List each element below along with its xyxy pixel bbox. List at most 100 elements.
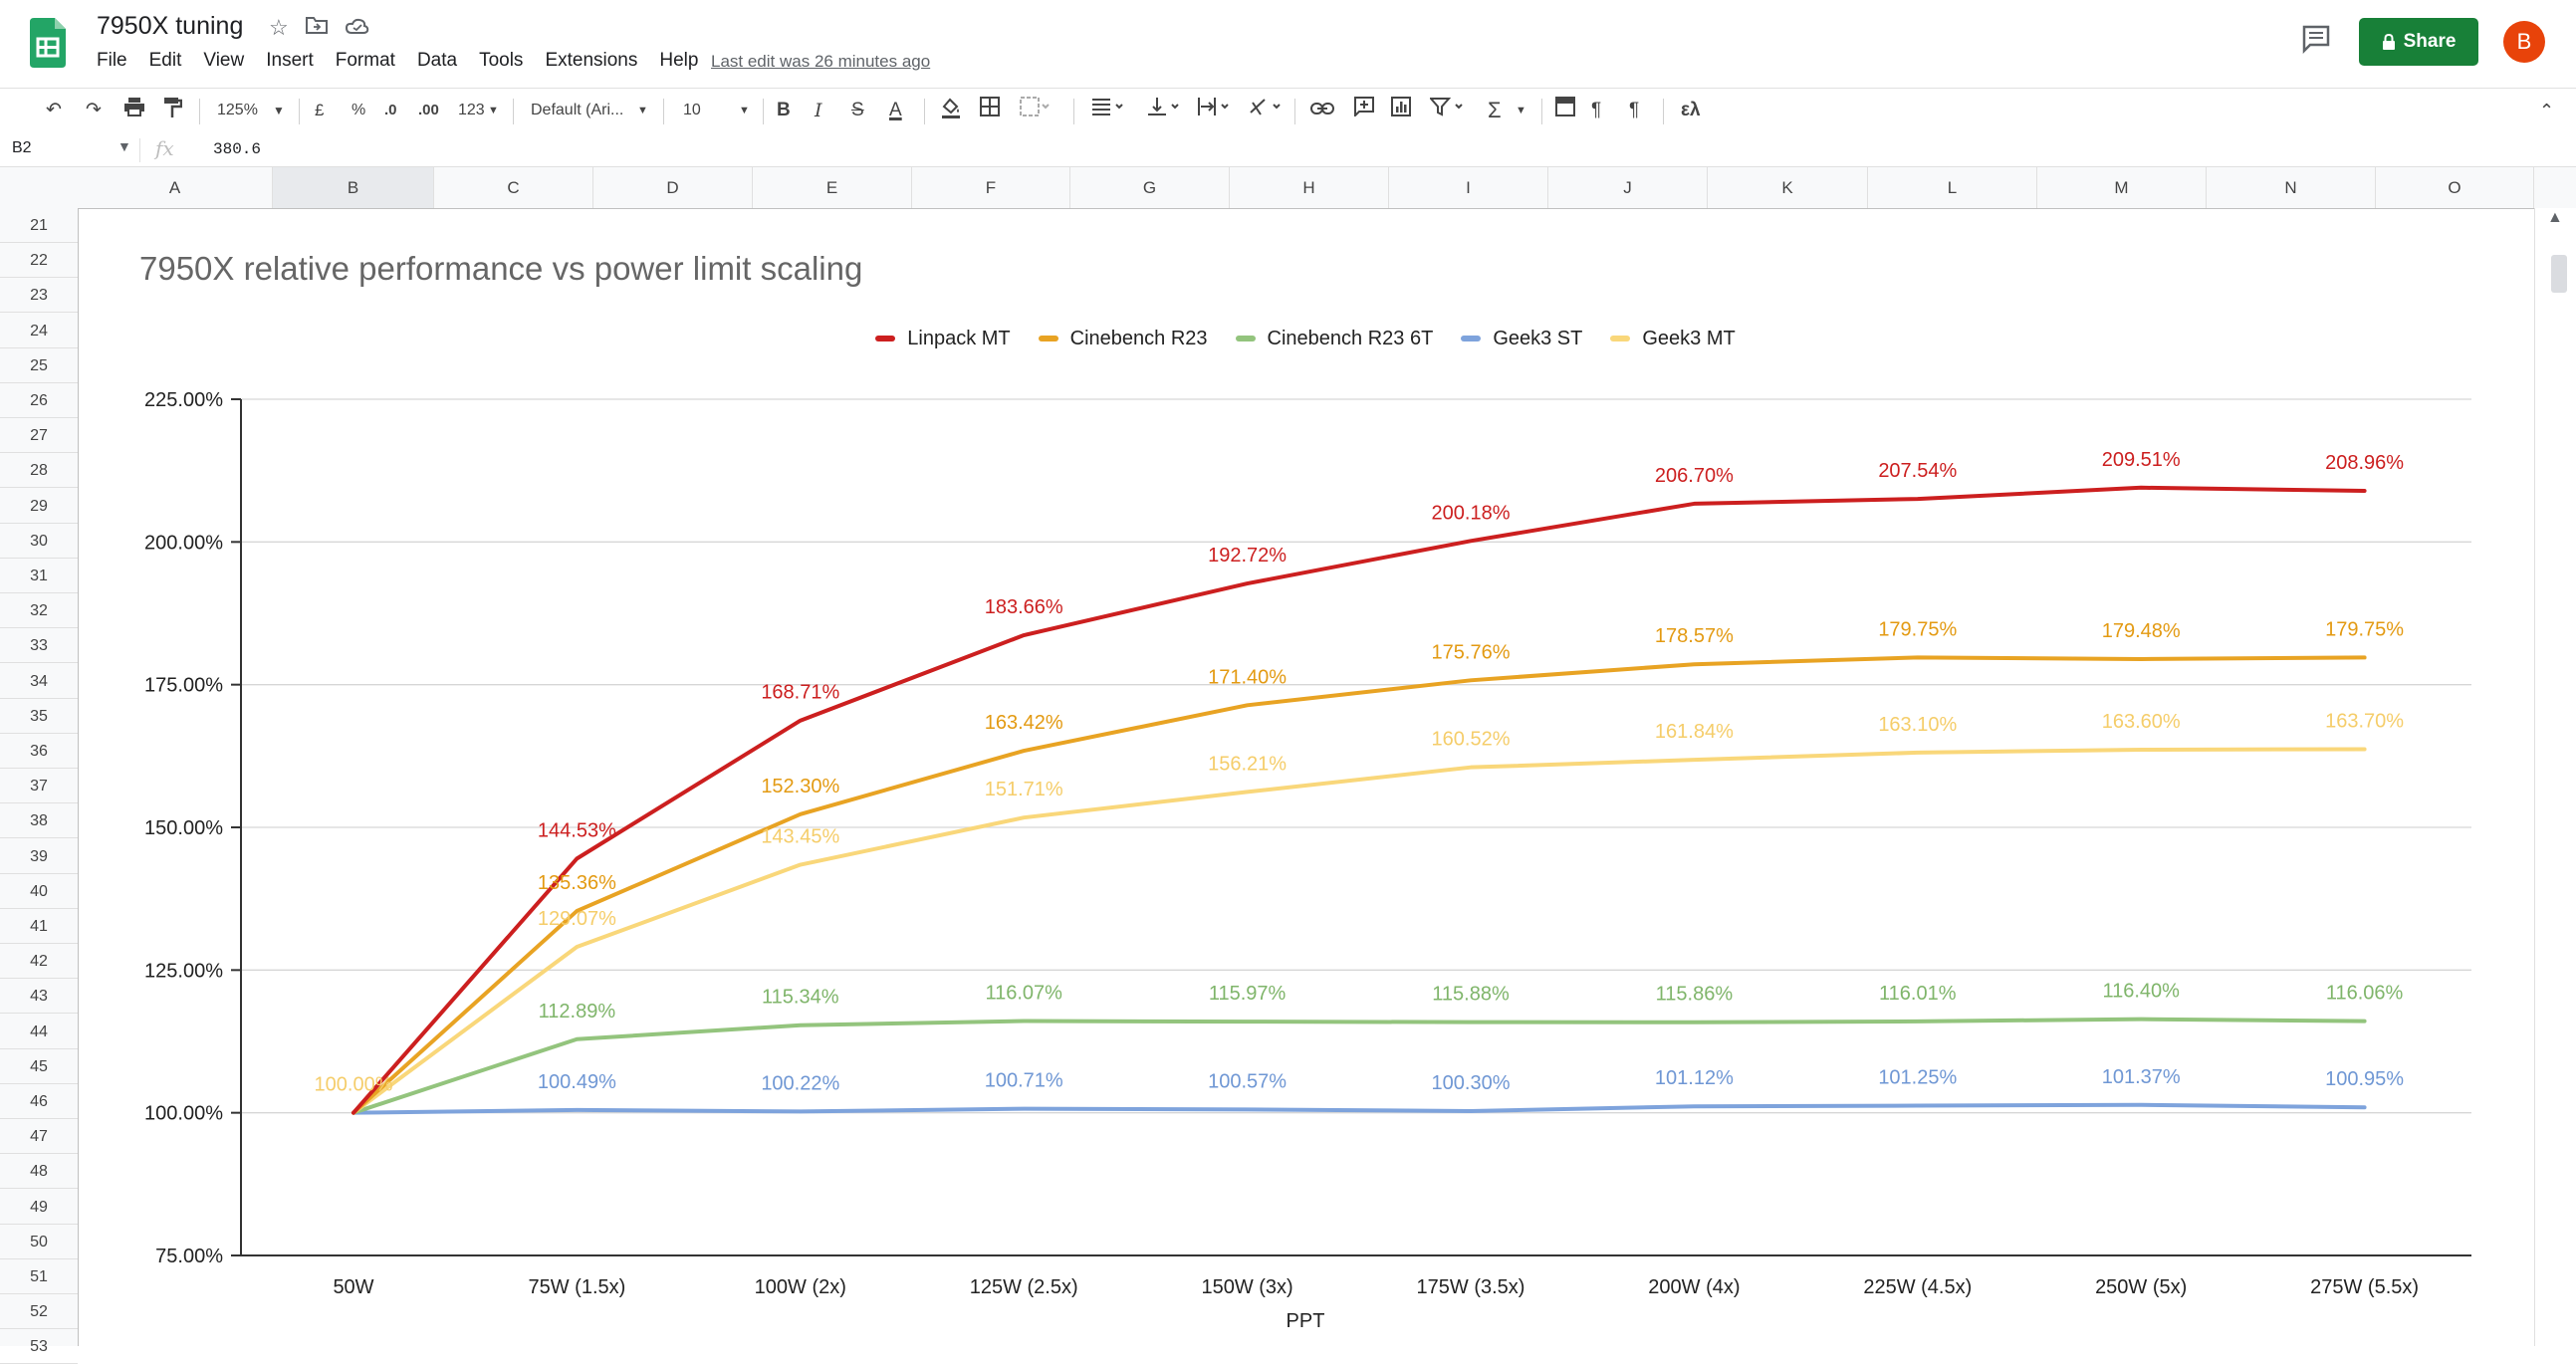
star-icon[interactable]: ☆	[269, 15, 289, 40]
cloud-status-icon[interactable]	[345, 15, 369, 41]
merge-cells-icon[interactable]	[1020, 97, 1050, 124]
increase-decimal-button[interactable]: .00	[418, 102, 439, 118]
legend-item[interactable]: Geek3 ST	[1461, 328, 1582, 350]
bold-button[interactable]: B	[777, 100, 791, 120]
row-header-25[interactable]: 25	[0, 348, 78, 383]
row-header-53[interactable]: 53	[0, 1329, 78, 1364]
filter-icon[interactable]	[1428, 97, 1466, 124]
column-header-c[interactable]: C	[434, 167, 593, 208]
vertical-align-icon[interactable]	[1147, 97, 1181, 124]
row-header-35[interactable]: 35	[0, 699, 78, 734]
text-rotation-icon[interactable]	[1249, 97, 1283, 124]
share-button[interactable]: Share	[2359, 18, 2478, 66]
row-header-43[interactable]: 43	[0, 979, 78, 1014]
row-header-52[interactable]: 52	[0, 1294, 78, 1329]
font-family-dropdown-icon[interactable]: ▼	[637, 105, 648, 116]
account-avatar[interactable]: B	[2503, 21, 2545, 63]
row-header-47[interactable]: 47	[0, 1119, 78, 1154]
column-header-o[interactable]: O	[2376, 167, 2534, 208]
row-header-26[interactable]: 26	[0, 383, 78, 418]
embedded-chart[interactable]: 7950X relative performance vs power limi…	[82, 212, 2529, 1346]
print-icon[interactable]	[123, 97, 145, 124]
formula-input[interactable]: 380.6	[213, 140, 262, 158]
ltr-text-icon[interactable]: ¶	[1591, 100, 1602, 120]
redo-icon[interactable]: ↷	[86, 100, 102, 120]
column-header-l[interactable]: L	[1868, 167, 2037, 208]
borders-icon[interactable]	[980, 97, 1000, 124]
menu-format[interactable]: Format	[335, 50, 395, 71]
column-header-b[interactable]: B	[273, 167, 434, 208]
legend-item[interactable]: Geek3 MT	[1610, 328, 1736, 350]
text-wrapping-icon[interactable]	[1197, 97, 1231, 124]
paint-format-icon[interactable]	[162, 97, 183, 124]
row-header-39[interactable]: 39	[0, 839, 78, 874]
legend-item[interactable]: Linpack MT	[875, 328, 1011, 350]
sheets-logo-icon[interactable]	[30, 18, 66, 68]
row-header-45[interactable]: 45	[0, 1049, 78, 1084]
comments-icon[interactable]	[2301, 24, 2331, 54]
column-header-g[interactable]: G	[1070, 167, 1230, 208]
insert-link-icon[interactable]	[1310, 97, 1334, 124]
functions-dropdown-icon[interactable]: ▼	[1516, 105, 1526, 116]
row-header-30[interactable]: 30	[0, 524, 78, 559]
column-header-k[interactable]: K	[1708, 167, 1868, 208]
menu-file[interactable]: File	[97, 50, 127, 71]
row-header-33[interactable]: 33	[0, 628, 78, 663]
font-size-select[interactable]: 10	[683, 102, 701, 118]
rtl-text-icon[interactable]: ¶	[1629, 100, 1640, 120]
row-header-40[interactable]: 40	[0, 874, 78, 909]
freeze-icon[interactable]	[1555, 97, 1575, 124]
row-header-41[interactable]: 41	[0, 909, 78, 944]
row-header-27[interactable]: 27	[0, 418, 78, 453]
row-header-34[interactable]: 34	[0, 664, 78, 699]
name-box[interactable]: B2	[12, 139, 32, 156]
menu-data[interactable]: Data	[416, 50, 458, 71]
row-header-46[interactable]: 46	[0, 1084, 78, 1119]
strikethrough-button[interactable]: S	[851, 100, 864, 120]
row-header-49[interactable]: 49	[0, 1190, 78, 1225]
last-edit-link[interactable]: Last edit was 26 minutes ago	[711, 52, 931, 71]
row-header-51[interactable]: 51	[0, 1259, 78, 1294]
scrollbar-thumb[interactable]	[2551, 255, 2567, 293]
menu-view[interactable]: View	[203, 50, 245, 71]
legend-item[interactable]: Cinebench R23	[1038, 328, 1208, 350]
row-header-50[interactable]: 50	[0, 1225, 78, 1259]
zoom-dropdown-icon[interactable]: ▼	[273, 104, 285, 117]
fill-color-icon[interactable]	[940, 97, 962, 124]
number-format-select[interactable]: 123	[458, 102, 485, 118]
menu-edit[interactable]: Edit	[148, 50, 182, 71]
document-title[interactable]: 7950X tuning	[97, 12, 244, 40]
column-header-n[interactable]: N	[2207, 167, 2376, 208]
row-header-48[interactable]: 48	[0, 1154, 78, 1189]
menu-tools[interactable]: Tools	[479, 50, 524, 71]
column-header-a[interactable]: A	[78, 167, 273, 208]
column-header-m[interactable]: M	[2037, 167, 2207, 208]
font-family-select[interactable]: Default (Ari...	[531, 102, 624, 118]
row-header-22[interactable]: 22	[0, 243, 78, 278]
horizontal-align-icon[interactable]	[1091, 97, 1125, 124]
column-header-i[interactable]: I	[1389, 167, 1548, 208]
row-header-36[interactable]: 36	[0, 734, 78, 769]
row-header-24[interactable]: 24	[0, 314, 78, 348]
currency-format-button[interactable]: £	[315, 101, 325, 119]
column-header-d[interactable]: D	[593, 167, 753, 208]
column-header-h[interactable]: H	[1230, 167, 1389, 208]
legend-item[interactable]: Cinebench R23 6T	[1235, 328, 1433, 350]
move-folder-icon[interactable]	[306, 15, 328, 41]
decrease-decimal-button[interactable]: .0	[384, 102, 397, 118]
row-header-32[interactable]: 32	[0, 593, 78, 628]
menu-extensions[interactable]: Extensions	[545, 50, 638, 71]
row-header-44[interactable]: 44	[0, 1015, 78, 1049]
percent-format-button[interactable]: %	[351, 102, 366, 118]
row-header-37[interactable]: 37	[0, 769, 78, 803]
scroll-up-icon[interactable]: ▲	[2547, 209, 2563, 226]
undo-icon[interactable]: ↶	[46, 100, 62, 120]
row-header-29[interactable]: 29	[0, 489, 78, 524]
collapse-toolbar-icon[interactable]: ⌃	[2539, 101, 2555, 120]
row-header-31[interactable]: 31	[0, 559, 78, 593]
italic-button[interactable]: I	[815, 100, 822, 121]
column-header-f[interactable]: F	[912, 167, 1070, 208]
row-header-23[interactable]: 23	[0, 278, 78, 313]
row-header-21[interactable]: 21	[0, 208, 78, 243]
menu-insert[interactable]: Insert	[266, 50, 314, 71]
